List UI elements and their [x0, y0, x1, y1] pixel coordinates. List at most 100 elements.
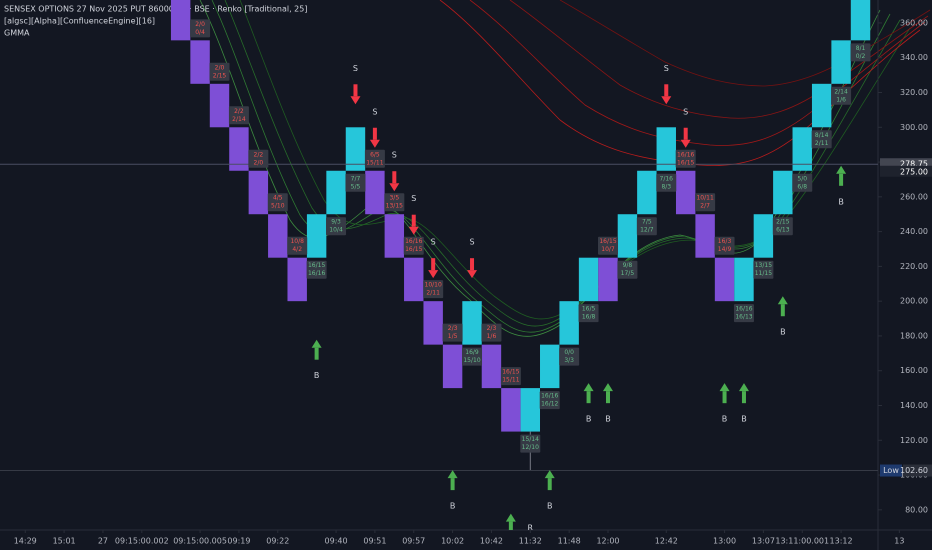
signal: S	[408, 194, 419, 235]
low-name-badge	[880, 464, 902, 477]
brick	[617, 214, 638, 258]
x-tick-label: 15:01	[53, 537, 76, 546]
brick-label-text: 3/5	[389, 195, 399, 202]
signal: S	[661, 64, 672, 105]
signal: B	[602, 383, 613, 424]
brick-label: 3/513/15	[384, 193, 405, 212]
buy-arrow-shaft	[605, 391, 610, 404]
brick-label-text: 16/15	[599, 238, 616, 245]
brick-label-text: 3/3	[564, 357, 574, 364]
brick-label-box	[481, 323, 502, 342]
brick-label: 7/75/5	[345, 173, 366, 192]
brick-label-box	[695, 193, 716, 212]
brick	[637, 170, 657, 215]
brick-label: 16/915/10	[462, 347, 483, 366]
brick-label-text: 16/3	[718, 238, 732, 245]
brick-label-text: 16/5	[582, 306, 596, 313]
buy-arrow-shaft	[314, 347, 319, 360]
brick-label-box	[753, 260, 774, 279]
overlay-name: GMMA	[4, 29, 30, 38]
brick-label-text: 2/2	[234, 108, 244, 115]
brick	[578, 257, 599, 302]
x-tick-label: 13:11:00.001	[775, 537, 829, 546]
brick-label-box	[578, 304, 599, 323]
brick-label-box	[287, 236, 308, 255]
signal: B	[505, 513, 516, 530]
brick-label: 8/142/11	[811, 130, 832, 149]
sell-arrow-shaft	[392, 171, 397, 184]
gmma-line	[559, 0, 931, 87]
brick-label-text: 2/3	[487, 325, 497, 332]
brick-label-text: 16/16	[405, 238, 422, 245]
brick-label-box	[811, 130, 832, 149]
buy-arrow-head	[738, 383, 749, 392]
brick-label-text: 11/15	[755, 270, 772, 277]
brick-label-text: 1/5	[448, 333, 458, 340]
brick	[753, 214, 774, 258]
brick-label-text: 13/15	[755, 262, 772, 269]
signal: B	[447, 470, 458, 511]
x-tick-label: 09:57	[402, 537, 425, 546]
brick	[306, 214, 327, 258]
buy-arrow-head	[447, 470, 458, 479]
brick-label-text: 9/3	[331, 219, 341, 226]
y-tick-label: 120.00	[900, 436, 928, 445]
plot-area: 2/03/112/00/42/02/152/22/142/22/04/55/10…	[0, 0, 878, 530]
buy-arrow-head	[719, 383, 730, 392]
buy-arrow-shaft	[508, 521, 513, 530]
brick-label: 9/310/4	[326, 217, 347, 236]
brick-label-text: 16/16	[541, 393, 558, 400]
brick-label-text: 6/5	[370, 151, 380, 158]
brick	[714, 257, 735, 302]
brick-label-text: 5/10	[271, 203, 285, 210]
signal: S	[350, 64, 361, 105]
brick-close-label: 275.00	[900, 167, 928, 176]
brick-label: 2/156/13	[772, 217, 793, 236]
brick-label-text: 0/4	[195, 29, 205, 36]
brick	[656, 127, 676, 171]
brick-label: 9/817/5	[617, 260, 638, 279]
y-tick-label: 80.00	[905, 505, 928, 514]
brick-label: 7/512/7	[636, 217, 657, 236]
signal: B	[777, 296, 788, 337]
brick-label-text: 2/0	[215, 64, 225, 71]
brick	[423, 301, 443, 345]
x-tick-label: 14:29	[14, 537, 37, 546]
brick	[248, 170, 269, 215]
x-tick-label: 13:07	[752, 537, 775, 546]
brick	[520, 388, 541, 432]
brick-label-text: 2/14	[834, 88, 848, 95]
brick-label: 2/141/6	[831, 86, 852, 105]
signal: B	[544, 470, 555, 511]
brick	[190, 40, 210, 84]
brick-label: 10/112/7	[695, 193, 716, 212]
sell-arrow-head	[369, 139, 380, 148]
y-tick-label: 340.00	[900, 53, 928, 62]
brick-label-text: 16/8	[582, 314, 596, 321]
brick-label-box	[617, 260, 638, 279]
brick-label-box	[209, 62, 230, 81]
brick-label-box	[190, 19, 211, 38]
buy-arrow-head	[505, 513, 516, 522]
brick-label-text: 4/5	[273, 195, 283, 202]
brick-label-box	[733, 304, 754, 323]
brick-label-text: 13/15	[386, 203, 403, 210]
signal: B	[738, 383, 749, 424]
brick	[598, 257, 618, 302]
brick	[384, 214, 405, 258]
brick-label-text: 2/15	[213, 72, 227, 79]
sell-signal-label: S	[353, 64, 358, 73]
signal: S	[389, 151, 400, 192]
brick-label: 2/00/4	[190, 19, 211, 38]
brick-label-text: 16/13	[735, 314, 752, 321]
brick-label: 5/06/8	[792, 173, 813, 192]
brick-label-box	[442, 323, 463, 342]
brick-label: 6/515/11	[364, 149, 385, 168]
brick	[209, 83, 230, 128]
brick-label-text: 2/15	[776, 219, 790, 226]
brick-label-text: 15/11	[502, 377, 519, 384]
x-tick-label: 11:48	[558, 537, 581, 546]
